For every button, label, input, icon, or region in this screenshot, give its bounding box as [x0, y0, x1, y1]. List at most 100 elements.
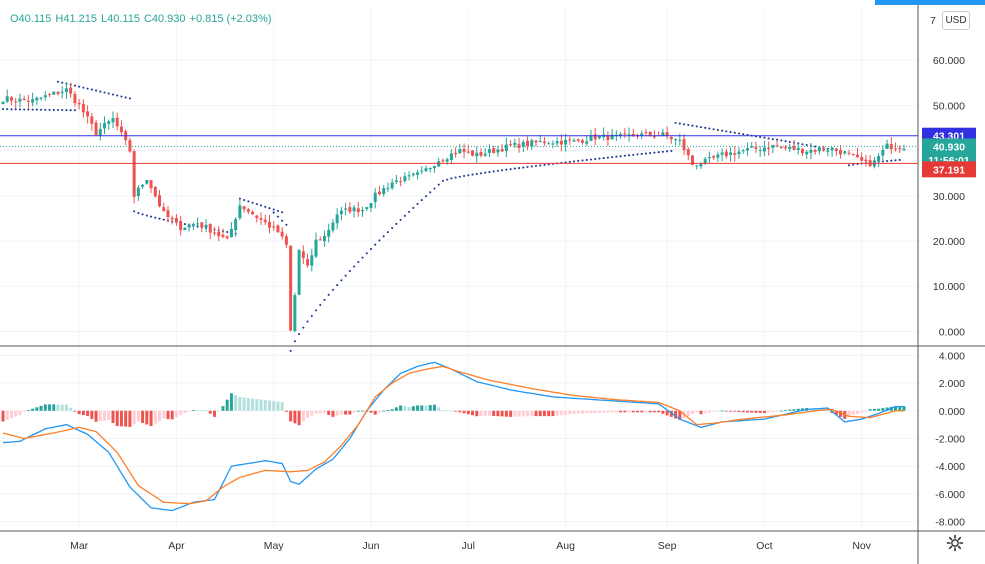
- histogram-bar: [602, 410, 606, 413]
- sar-dot: [128, 97, 131, 100]
- price-axis: 0.00010.00020.00030.00040.00050.00060.00…: [930, 15, 965, 529]
- histogram-bar: [581, 410, 585, 414]
- histogram-bar: [293, 410, 297, 424]
- candle-body: [784, 147, 788, 149]
- sar-dot: [454, 176, 457, 179]
- histogram-bar: [847, 410, 851, 417]
- candle-body: [576, 139, 580, 141]
- candle-body: [640, 133, 644, 136]
- sar-dot: [319, 304, 322, 307]
- sar-dot: [573, 160, 576, 163]
- histogram-bar: [559, 410, 563, 416]
- histogram-bar: [652, 410, 656, 413]
- sar-dot: [310, 314, 313, 317]
- month-tick-label: Jun: [363, 540, 380, 552]
- candle-body: [707, 157, 711, 159]
- sar-dot: [69, 109, 72, 112]
- sar-dot: [196, 225, 199, 228]
- sar-dot: [471, 173, 474, 176]
- histogram-bar: [107, 410, 111, 420]
- candle-body: [843, 151, 847, 154]
- candle-body: [665, 132, 669, 137]
- histogram-bar: [868, 409, 872, 411]
- histogram-bar: [767, 410, 771, 413]
- sar-dot: [606, 156, 609, 159]
- histogram-bar: [132, 410, 136, 425]
- candle-body: [22, 98, 26, 101]
- sar-dot: [369, 247, 373, 251]
- candle-body: [200, 222, 204, 228]
- sar-dot: [518, 167, 521, 170]
- histogram-bar: [855, 410, 859, 414]
- candle-body: [238, 205, 242, 219]
- sar-dot: [403, 214, 406, 217]
- sar-dot: [661, 150, 664, 153]
- candle-body: [479, 152, 483, 156]
- signal-line: [2, 365, 904, 505]
- histogram-bar: [695, 410, 699, 412]
- histogram-bar: [43, 404, 47, 411]
- histogram-bar: [678, 410, 682, 420]
- macd-lines: [2, 361, 904, 512]
- histogram-bar: [416, 405, 420, 411]
- currency-button[interactable]: USD: [942, 11, 970, 30]
- candle-body: [623, 133, 627, 135]
- sar-dot: [547, 163, 550, 166]
- sar-dot: [475, 172, 478, 175]
- histogram-bar: [103, 410, 107, 421]
- candle-body: [64, 88, 68, 92]
- candle-body: [712, 156, 716, 158]
- month-tick-label: Jul: [462, 540, 475, 552]
- histogram-bar: [111, 410, 115, 423]
- sar-dot: [348, 270, 351, 273]
- sar-dot: [687, 123, 690, 127]
- sar-dot: [632, 153, 635, 156]
- sar-dot: [767, 137, 770, 140]
- sar-dot: [44, 108, 47, 111]
- sar-dot: [513, 167, 516, 170]
- sar-dot: [52, 108, 55, 111]
- histogram-bar: [377, 410, 381, 413]
- candle-body: [559, 140, 563, 145]
- candle-body: [441, 160, 445, 162]
- sar-dot: [437, 183, 440, 186]
- candle-body: [234, 219, 238, 231]
- sar-dot: [386, 231, 389, 234]
- histogram-bar: [369, 410, 373, 413]
- candle-body: [60, 91, 64, 93]
- sar-dot: [577, 159, 580, 162]
- histogram-bar: [492, 410, 496, 416]
- candle-body: [839, 150, 843, 155]
- histogram-bar: [657, 410, 661, 413]
- candle-body: [475, 152, 479, 157]
- sar-dot: [137, 212, 140, 215]
- histogram-bar: [627, 410, 631, 413]
- partial-tick-label: 7: [930, 15, 936, 27]
- histogram-bar: [839, 410, 843, 417]
- histogram-bar: [610, 410, 614, 413]
- histogram-bar: [606, 410, 610, 413]
- histogram-bar: [322, 410, 326, 414]
- histogram-bar: [758, 410, 762, 413]
- candle-body: [18, 98, 22, 102]
- candle-body: [170, 217, 174, 220]
- settings-gear-icon[interactable]: [945, 533, 965, 553]
- histogram-bar: [187, 410, 191, 412]
- candle-body: [796, 147, 800, 150]
- candle-body: [31, 99, 35, 103]
- sar-dot: [306, 320, 309, 323]
- histogram-bar: [9, 410, 13, 419]
- month-tick-label: Mar: [70, 540, 89, 552]
- change-value: +0.815 (+2.03%): [189, 13, 272, 25]
- sar-dot: [298, 333, 301, 336]
- histogram-bar: [471, 410, 475, 416]
- candle-body: [356, 208, 360, 213]
- candle-body: [686, 149, 690, 156]
- sar-dot: [534, 164, 538, 167]
- sar-dot: [90, 88, 93, 91]
- candle-body: [310, 255, 314, 266]
- candle-body: [213, 232, 216, 234]
- histogram-bar: [800, 408, 804, 411]
- candle-body: [509, 144, 513, 146]
